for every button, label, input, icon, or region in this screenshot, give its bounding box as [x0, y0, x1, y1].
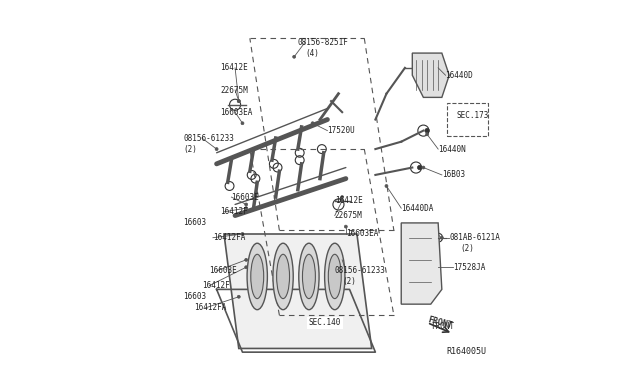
Circle shape — [340, 259, 344, 261]
Text: 17528JA: 17528JA — [453, 263, 485, 272]
Text: 16603EA: 16603EA — [346, 230, 378, 238]
Polygon shape — [412, 53, 449, 97]
Text: 16603E: 16603E — [232, 193, 259, 202]
Text: 16603: 16603 — [184, 218, 207, 227]
Text: 16440N: 16440N — [438, 145, 466, 154]
Circle shape — [241, 232, 244, 235]
Ellipse shape — [247, 243, 268, 310]
Circle shape — [340, 196, 344, 199]
Polygon shape — [401, 223, 442, 304]
Circle shape — [244, 207, 248, 210]
Text: (2): (2) — [184, 145, 197, 154]
Text: 17520U: 17520U — [328, 126, 355, 135]
Circle shape — [436, 266, 440, 269]
Text: 16440DA: 16440DA — [401, 203, 434, 213]
Circle shape — [237, 100, 240, 103]
Text: 16603EA: 16603EA — [220, 108, 253, 117]
Circle shape — [417, 165, 422, 170]
Circle shape — [244, 266, 248, 269]
Circle shape — [244, 203, 248, 206]
Text: 16412F: 16412F — [220, 207, 248, 217]
Text: 16603: 16603 — [184, 292, 207, 301]
Ellipse shape — [276, 254, 289, 299]
Text: 16412FA: 16412FA — [195, 303, 227, 312]
Circle shape — [422, 166, 425, 169]
Text: SEC.173: SEC.173 — [456, 111, 489, 121]
Text: 16412F: 16412F — [202, 281, 230, 290]
Circle shape — [440, 236, 444, 239]
Ellipse shape — [251, 254, 264, 299]
Circle shape — [237, 295, 240, 298]
Polygon shape — [224, 234, 372, 349]
Text: 16412E: 16412E — [220, 63, 248, 72]
Text: 22675M: 22675M — [220, 86, 248, 94]
Circle shape — [241, 122, 244, 125]
Text: 08156-61233: 08156-61233 — [335, 266, 386, 275]
Text: 16603E: 16603E — [209, 266, 237, 275]
Ellipse shape — [324, 243, 345, 310]
Text: 08156-8251F: 08156-8251F — [298, 38, 349, 46]
Text: 08156-61233: 08156-61233 — [184, 134, 234, 142]
Text: R164005U: R164005U — [446, 347, 486, 356]
Circle shape — [426, 133, 429, 136]
Text: (2): (2) — [460, 244, 474, 253]
Circle shape — [344, 225, 348, 228]
Circle shape — [436, 66, 440, 69]
Text: 16B03: 16B03 — [442, 170, 465, 179]
Text: FRONT: FRONT — [427, 315, 454, 330]
Circle shape — [340, 199, 344, 202]
Text: 081AB-6121A: 081AB-6121A — [449, 233, 500, 242]
Circle shape — [244, 259, 248, 261]
Circle shape — [215, 148, 218, 151]
Circle shape — [311, 122, 314, 125]
Text: FRONT: FRONT — [431, 322, 454, 331]
Ellipse shape — [273, 243, 293, 310]
Ellipse shape — [328, 254, 341, 299]
Text: SEC.140: SEC.140 — [309, 318, 341, 327]
Ellipse shape — [299, 243, 319, 310]
Text: 16440D: 16440D — [445, 71, 474, 80]
Circle shape — [385, 185, 388, 187]
Text: (4): (4) — [305, 49, 319, 58]
Text: (2): (2) — [342, 278, 356, 286]
Circle shape — [425, 128, 429, 133]
Text: 22675M: 22675M — [335, 211, 362, 220]
Ellipse shape — [303, 254, 316, 299]
Text: 16412FA: 16412FA — [213, 233, 245, 242]
Circle shape — [292, 55, 296, 58]
Circle shape — [237, 100, 240, 103]
Text: 16412E: 16412E — [335, 196, 362, 205]
Text: SEC.140: SEC.140 — [309, 318, 341, 327]
